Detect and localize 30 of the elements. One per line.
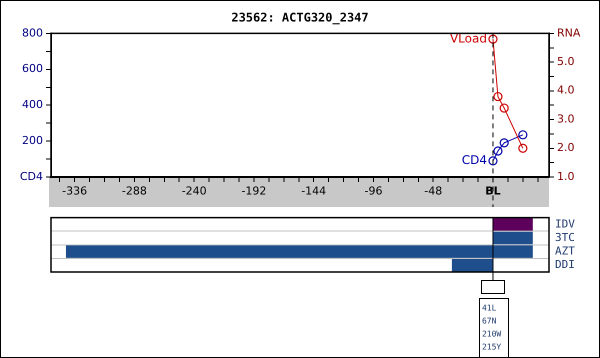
x-tick-label: -240 — [182, 184, 207, 198]
y-tick-label: DDI — [555, 258, 575, 272]
y-tick-label: AZT — [555, 244, 576, 258]
y-tick-label: 400 — [22, 98, 43, 112]
y-tick-label: IDV — [555, 217, 576, 230]
y2-tick-label: RNA — [557, 26, 581, 40]
text: 67N — [482, 316, 497, 326]
y-tick-label: 600 — [22, 62, 43, 76]
x-tick-label: -336 — [62, 184, 88, 198]
x-tick-label: -288 — [122, 184, 147, 198]
y2-tick-label: 5.0 — [557, 54, 574, 68]
y-tick-label: 3TC — [555, 230, 575, 244]
x-tick-label: -192 — [241, 184, 266, 198]
text: 210W — [482, 330, 502, 339]
y2-tick-label: 4.0 — [557, 84, 574, 97]
y-tick-label: CD4 — [20, 170, 43, 183]
x-tick-label: BL — [485, 184, 501, 198]
y-tick-label: 200 — [22, 134, 43, 147]
y2-tick-label: 3.0 — [557, 112, 574, 126]
y2-tick-label: 2.0 — [557, 141, 574, 154]
y2-tick-label: 1.0 — [557, 170, 574, 183]
series-label: CD4 — [462, 152, 487, 167]
y-tick-label: 800 — [22, 26, 43, 40]
series-label: VLoad — [450, 31, 487, 46]
text: 41L — [482, 304, 497, 313]
x-tick-label: -96 — [364, 184, 382, 198]
x-tick-label: -144 — [301, 184, 326, 198]
chart-title: 23562: ACTG320_2347 — [231, 10, 369, 24]
x-tick-label: -48 — [424, 184, 442, 198]
text: 215Y — [482, 342, 502, 352]
